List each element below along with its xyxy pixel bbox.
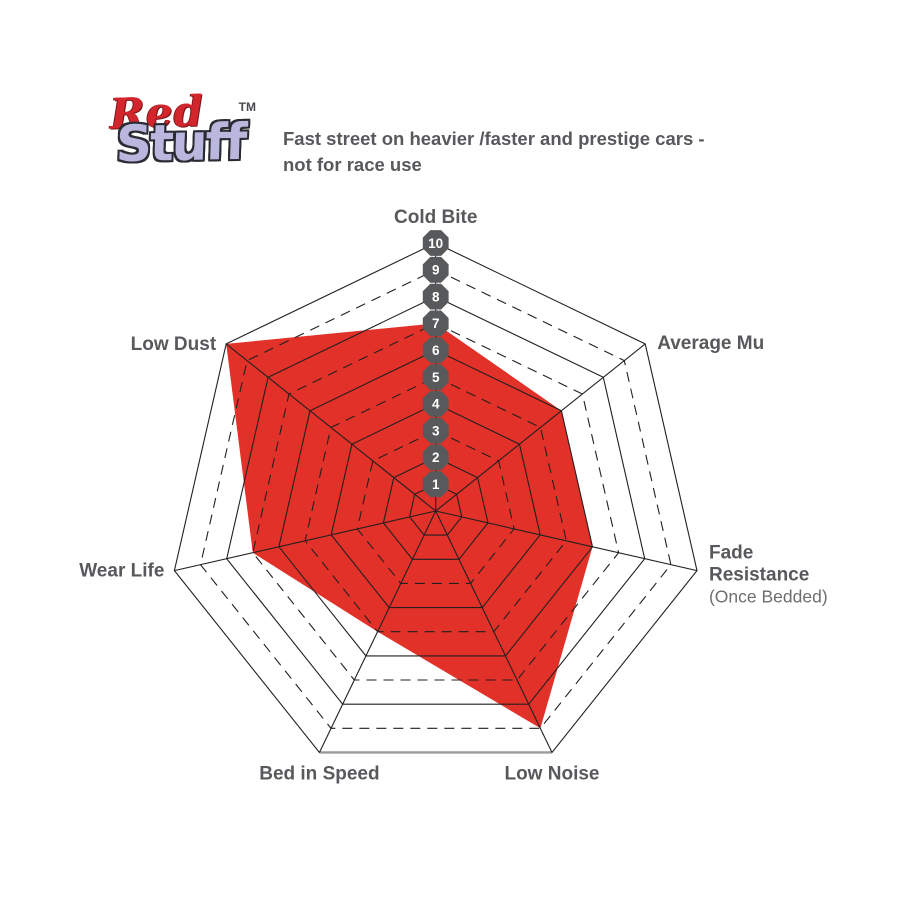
scale-marker-1	[422, 471, 449, 498]
scale-marker-label-2: 2	[432, 450, 440, 465]
grid-ring-1	[409, 483, 463, 536]
scale-marker-label-9: 9	[432, 263, 440, 278]
scale-marker-label-1: 1	[432, 477, 440, 492]
grid-ring-7	[252, 322, 620, 681]
description-line-2: not for race use	[283, 153, 422, 175]
redstuff-logo: Red Stuff TM	[106, 86, 256, 207]
axis-label-low-noise: Low Noise	[504, 763, 599, 784]
description-line-1: Fast street on heavier /faster and prest…	[283, 128, 705, 149]
scale-marker-label-6: 6	[432, 343, 440, 358]
product-description: Fast street on heavier /faster and prest…	[283, 126, 723, 177]
axis-spoke-1	[435, 343, 646, 512]
scale-marker-2	[422, 444, 449, 471]
axis-sublabel-fade-resistance: (Once Bedded)	[709, 587, 828, 607]
scale-marker-label-8: 8	[432, 289, 440, 304]
axis-label-wear-life: Wear Life	[79, 561, 164, 582]
grid-ring-3	[356, 429, 515, 584]
scale-marker-4	[422, 390, 449, 417]
axis-label-fade-resistance-1: Fade	[709, 543, 753, 564]
grid-ring-4	[330, 403, 541, 609]
scale-marker-6	[422, 337, 449, 364]
axis-label-low-dust: Low Dust	[131, 334, 217, 355]
axis-spoke-2	[435, 510, 698, 572]
scale-marker-9	[422, 256, 449, 283]
scale-marker-5	[422, 364, 449, 390]
scale-marker-label-10: 10	[428, 236, 443, 251]
scale-marker-10	[422, 230, 449, 256]
scale-marker-label-3: 3	[432, 423, 440, 438]
scale-marker-label-4: 4	[432, 397, 440, 412]
axis-label-average-mu: Average Mu	[657, 333, 764, 354]
axis-spoke-5	[174, 510, 436, 572]
axis-label-bed-in-speed: Bed in Speed	[259, 763, 379, 784]
grid-ring-8	[226, 295, 646, 705]
axis-spoke-4	[318, 510, 437, 753]
grid-ring-2	[382, 456, 489, 560]
logo-trademark-mark: TM	[238, 100, 256, 114]
axis-label-fade-resistance-2: Resistance	[709, 565, 809, 586]
axis-label-cold-bite: Cold Bite	[394, 207, 477, 228]
scale-marker-label-5: 5	[432, 370, 440, 385]
scale-marker-8	[422, 283, 449, 310]
axis-spoke-6	[225, 343, 437, 512]
series-polygon	[226, 323, 593, 729]
scale-marker-label-7: 7	[432, 316, 440, 331]
axis-spoke-3	[435, 510, 553, 753]
grid-ring-9	[199, 269, 672, 729]
grid-ring-6	[278, 349, 594, 657]
scale-marker-3	[422, 417, 449, 444]
scale-marker-7	[422, 310, 449, 337]
